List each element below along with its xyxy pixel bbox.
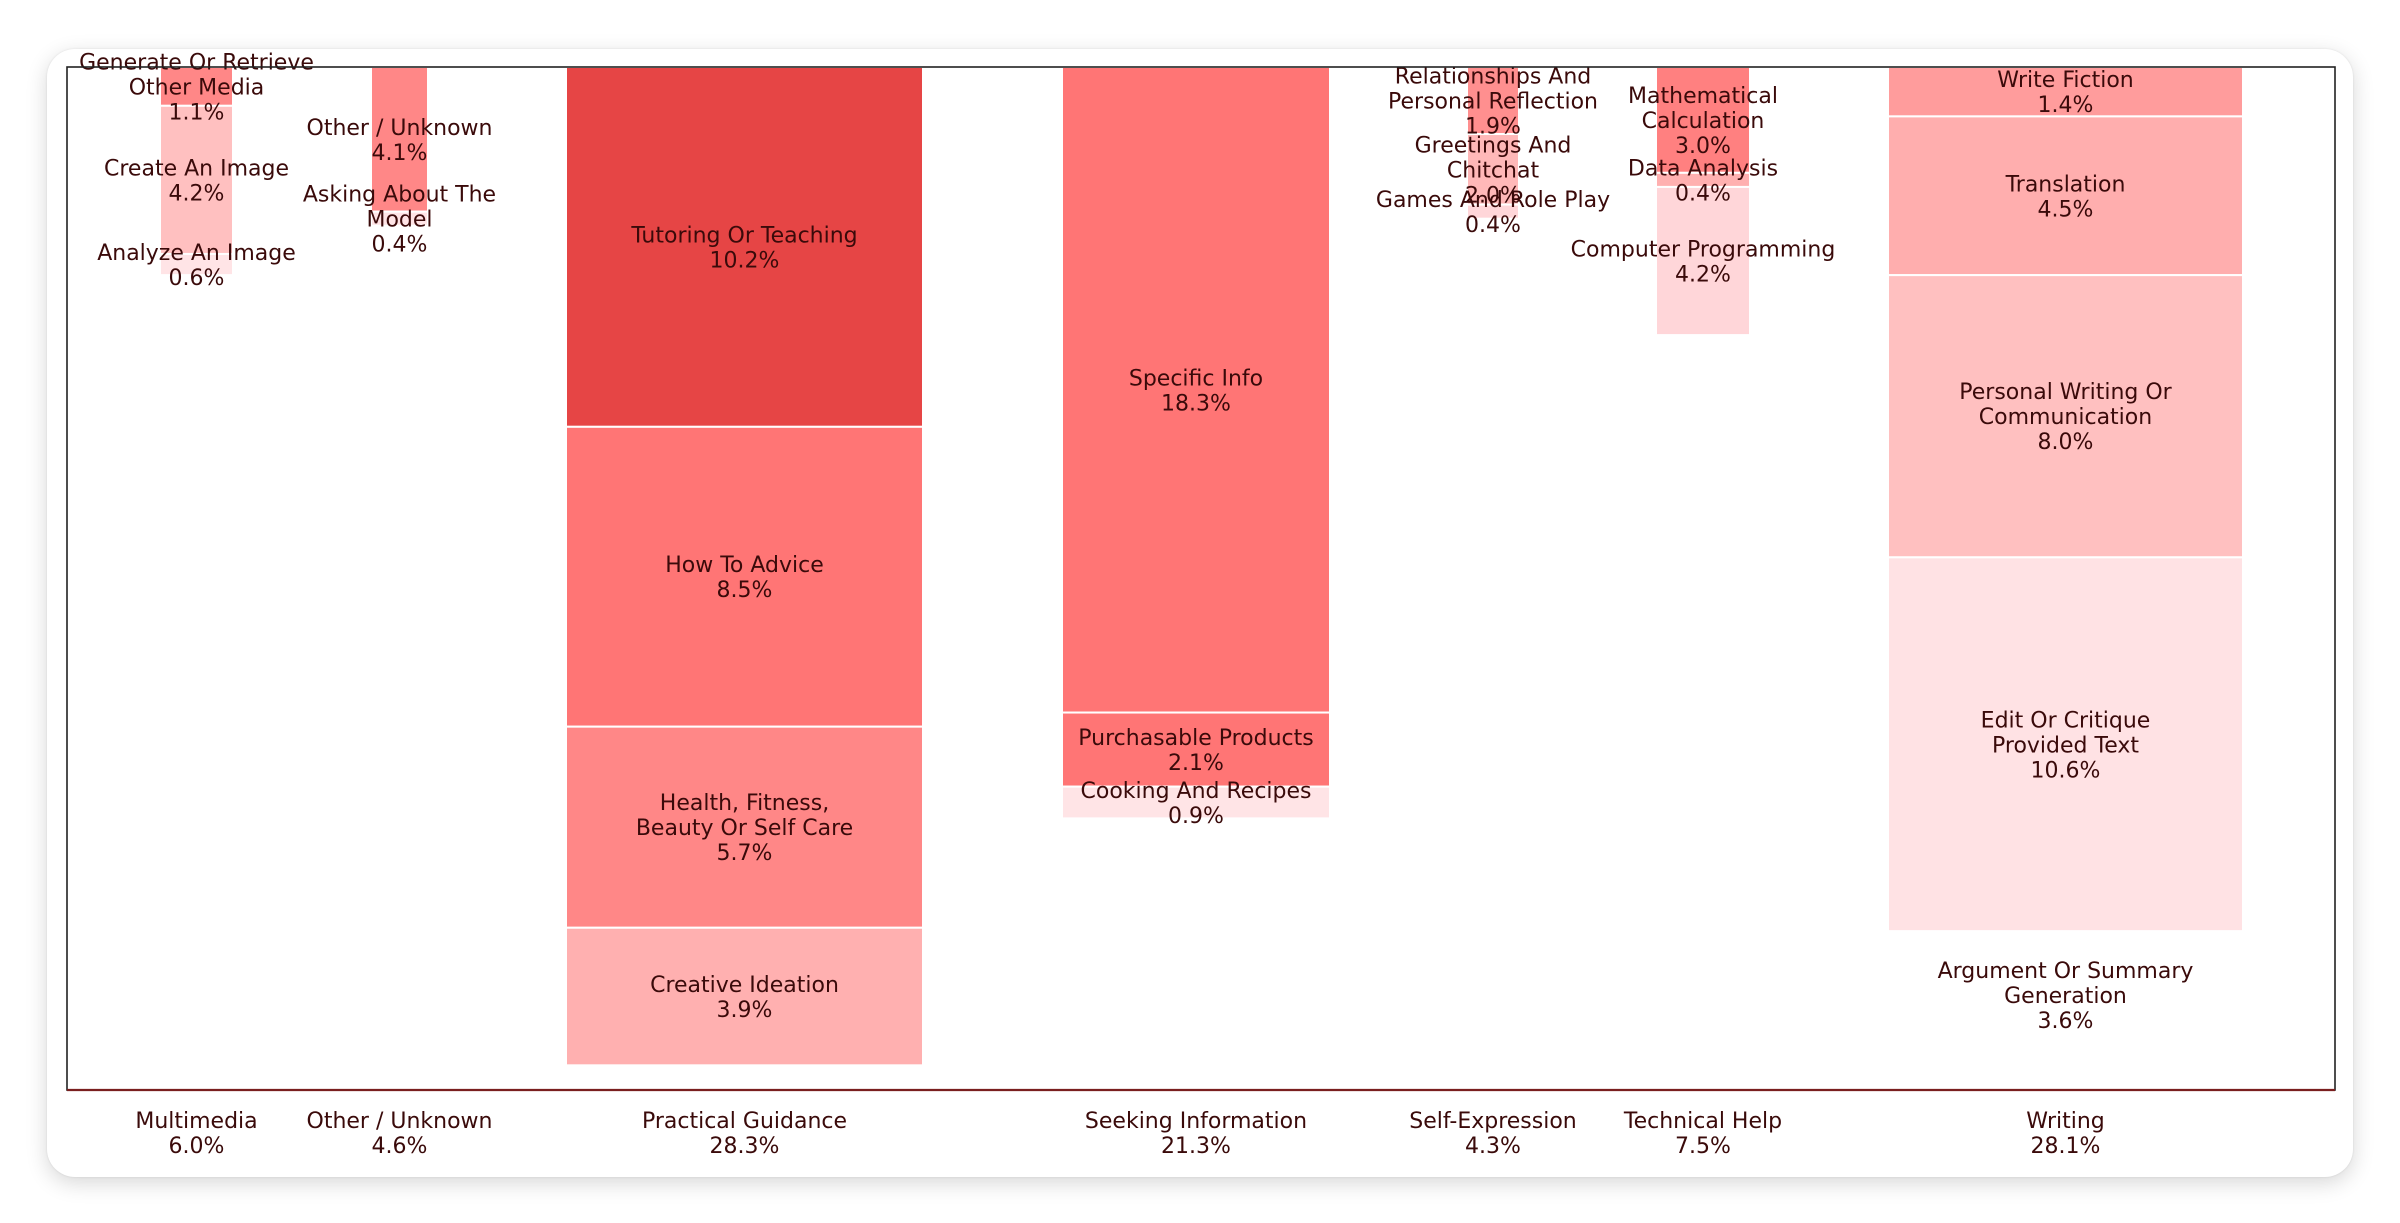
segment-label-asking-about-the-model: Asking About The Model 0.4% xyxy=(303,183,496,258)
segment-label-personal-writing-or-communication: Personal Writing Or Communication 8.0% xyxy=(1959,380,2172,455)
bar-segment-writing-personal-writing-or-communication xyxy=(1887,274,2244,559)
segment-label-how-to-advice: How To Advice 8.5% xyxy=(665,553,824,603)
segment-label-greetings-and-chitchat: Greetings And Chitchat 2.0% xyxy=(1415,133,1572,208)
bar-segment-writing-write-fiction xyxy=(1887,66,2244,118)
bar-segment-technical-help-computer-programming xyxy=(1655,185,1751,337)
bar-segment-writing-edit-or-critique-provided-text xyxy=(1887,556,2244,933)
bar-segment-other-unknown-asking-about-the-model xyxy=(370,210,429,227)
segment-label-cooking-and-recipes: Cooking And Recipes 0.9% xyxy=(1081,779,1312,829)
segment-label-generate-or-retrieve-other-media: Generate Or Retrieve Other Media 1.1% xyxy=(79,50,314,125)
bar-segment-multimedia-create-an-image xyxy=(159,104,234,255)
bar-segment-practical-guidance-health-fitness-beauty-or-self-care xyxy=(565,725,924,929)
bar-segment-self-expression-games-and-role-play xyxy=(1466,203,1520,220)
segment-label-computer-programming: Computer Programming 4.2% xyxy=(1571,238,1836,288)
x-tick-label-self-expression: Self-Expression 4.3% xyxy=(1409,1109,1577,1159)
segment-label-relationships-and-personal-reflection: Relationships And Personal Reflection 1.9% xyxy=(1388,65,1598,140)
segment-label-tutoring-or-teaching: Tutoring Or Teaching 10.2% xyxy=(630,223,857,273)
segment-label-data-analysis: Data Analysis 0.4% xyxy=(1628,156,1778,206)
segment-label-creative-ideation: Creative Ideation 3.9% xyxy=(650,973,839,1023)
bar-segment-writing-argument-or-summary-generation xyxy=(1887,930,2244,1060)
bar-segment-seeking-information-cooking-and-recipes xyxy=(1061,785,1331,820)
bar-segment-self-expression-greetings-and-chitchat xyxy=(1466,133,1520,206)
bar-segment-multimedia-analyze-an-image xyxy=(159,252,234,277)
segment-label-argument-or-summary-generation: Argument Or Summary Generation 3.6% xyxy=(1938,959,2194,1034)
bar-segment-practical-guidance-creative-ideation xyxy=(565,926,924,1067)
segment-labels: Generate Or Retrieve Other Media 1.1% Creat… xyxy=(79,50,2193,1033)
bar-segment-other-unknown-other-unknown xyxy=(370,66,429,213)
bar-segments xyxy=(159,66,2244,1067)
x-tick-label-seeking-information: Seeking Information 21.3% xyxy=(1085,1109,1307,1159)
x-axis-tick-labels: Multimedia 6.0% Other / Unknown 4.6% Practic… xyxy=(135,1109,2104,1159)
segment-label-write-fiction: Write Fiction 1.4% xyxy=(1997,68,2133,118)
bar-segment-multimedia-generate-or-retrieve-other-media xyxy=(159,66,234,107)
segment-label-translation: Translation 4.5% xyxy=(2005,172,2126,222)
segment-label-edit-or-critique-provided-text: Edit Or Critique Provided Text 10.6% xyxy=(1981,708,2151,783)
segment-label-health-fitness-beauty-or-self-care: Health, Fitness, Beauty Or Self Care 5.7% xyxy=(636,791,853,866)
bar-segment-seeking-information-purchasable-products xyxy=(1061,711,1331,788)
segment-label-games-and-role-play: Games And Role Play 0.4% xyxy=(1376,188,1610,238)
x-tick-label-technical-help: Technical Help 7.5% xyxy=(1623,1109,1782,1159)
bar-segment-seeking-information-specific-info xyxy=(1061,66,1331,714)
bar-segment-writing-translation xyxy=(1887,115,2244,277)
segment-label-mathematical-calculation: Mathematical Calculation 3.0% xyxy=(1628,84,1778,159)
segment-label-create-an-image: Create An Image 4.2% xyxy=(104,156,289,206)
segment-label-analyze-an-image: Analyze An Image 0.6% xyxy=(97,241,296,291)
segment-label-purchasable-products: Purchasable Products 2.1% xyxy=(1078,726,1313,776)
segment-label-other-unknown: Other / Unknown 4.1% xyxy=(307,116,493,166)
x-tick-label-other-unknown: Other / Unknown 4.6% xyxy=(307,1109,493,1159)
x-tick-label-multimedia: Multimedia 6.0% xyxy=(135,1109,257,1159)
x-tick-label-writing: Writing 28.1% xyxy=(2026,1109,2105,1159)
segment-label-specific-info: Specific Info 18.3% xyxy=(1129,366,1263,416)
x-tick-label-practical-guidance: Practical Guidance 28.3% xyxy=(642,1109,847,1159)
